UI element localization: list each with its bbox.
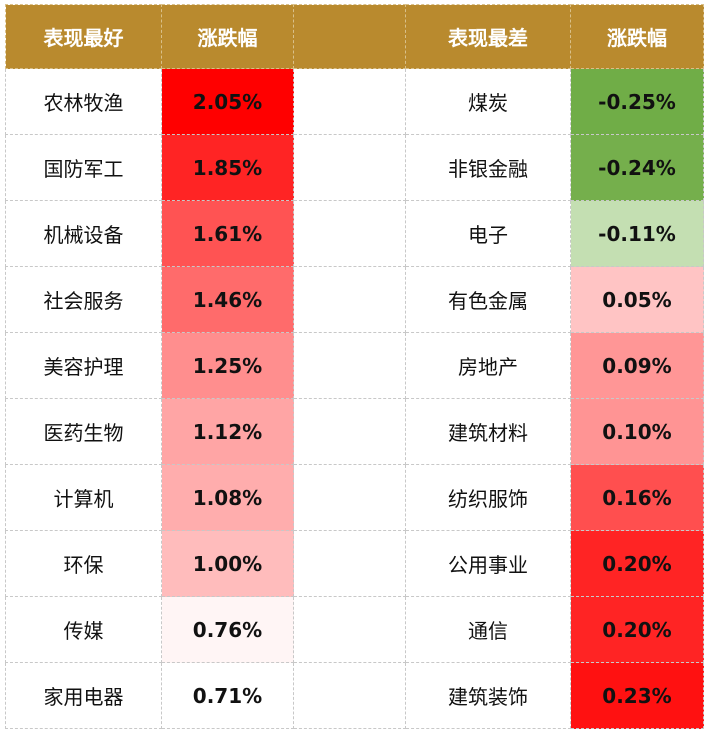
best-sector-change: 1.08% [161,464,294,531]
worst-sector-change: 0.09% [570,332,704,399]
worst-sector-name: 纺织服饰 [405,464,571,531]
worst-sector-name: 非银金融 [405,134,571,201]
best-sector-name: 计算机 [5,464,162,531]
header-best-change: 涨跌幅 [161,4,294,69]
table-row: 传媒 0.76% 通信 0.20% [5,596,704,663]
best-sector-name: 传媒 [5,596,162,663]
best-sector-change: 2.05% [161,68,294,135]
spacer-cell [293,596,406,663]
best-sector-name: 社会服务 [5,266,162,333]
table-row: 美容护理 1.25% 房地产 0.09% [5,332,704,399]
table-row: 家用电器 0.71% 建筑装饰 0.23% [5,662,704,729]
spacer-cell [293,332,406,399]
best-sector-name: 美容护理 [5,332,162,399]
best-sector-name: 环保 [5,530,162,597]
spacer-cell [293,530,406,597]
table-row: 机械设备 1.61% 电子 -0.11% [5,200,704,267]
worst-sector-change: 0.10% [570,398,704,465]
best-sector-change: 1.61% [161,200,294,267]
best-sector-change: 1.25% [161,332,294,399]
best-sector-change: 1.85% [161,134,294,201]
table-row: 农林牧渔 2.05% 煤炭 -0.25% [5,68,704,135]
best-sector-name: 医药生物 [5,398,162,465]
worst-sector-change: 0.20% [570,530,704,597]
table-row: 社会服务 1.46% 有色金属 0.05% [5,266,704,333]
header-spacer [293,4,406,69]
best-sector-name: 国防军工 [5,134,162,201]
best-sector-name: 家用电器 [5,662,162,729]
table-row: 计算机 1.08% 纺织服饰 0.16% [5,464,704,531]
header-row: 表现最好 涨跌幅 表现最差 涨跌幅 [5,4,704,69]
worst-sector-name: 房地产 [405,332,571,399]
spacer-cell [293,68,406,135]
best-sector-change: 1.46% [161,266,294,333]
worst-sector-change: 0.05% [570,266,704,333]
best-sector-change: 0.71% [161,662,294,729]
worst-sector-change: -0.24% [570,134,704,201]
worst-sector-name: 通信 [405,596,571,663]
sector-performance-table: 表现最好 涨跌幅 表现最差 涨跌幅 农林牧渔 2.05% 煤炭 -0.25% 国防军工 1… [5,4,704,729]
best-sector-change: 1.00% [161,530,294,597]
header-worst-sectors: 表现最差 [405,4,571,69]
worst-sector-change: 0.23% [570,662,704,729]
best-sector-name: 农林牧渔 [5,68,162,135]
worst-sector-name: 电子 [405,200,571,267]
worst-sector-name: 有色金属 [405,266,571,333]
worst-sector-name: 建筑材料 [405,398,571,465]
worst-sector-change: -0.11% [570,200,704,267]
table-row: 国防军工 1.85% 非银金融 -0.24% [5,134,704,201]
table-body: 农林牧渔 2.05% 煤炭 -0.25% 国防军工 1.85% 非银金融 -0.24% 机械设备… [5,68,704,729]
spacer-cell [293,464,406,531]
worst-sector-name: 建筑装饰 [405,662,571,729]
spacer-cell [293,134,406,201]
best-sector-change: 0.76% [161,596,294,663]
worst-sector-change: -0.25% [570,68,704,135]
sector-performance-table-wrapper: 表现最好 涨跌幅 表现最差 涨跌幅 农林牧渔 2.05% 煤炭 -0.25% 国防军工 1… [5,4,704,729]
spacer-cell [293,200,406,267]
table-row: 环保 1.00% 公用事业 0.20% [5,530,704,597]
header-best-sectors: 表现最好 [5,4,162,69]
spacer-cell [293,662,406,729]
best-sector-change: 1.12% [161,398,294,465]
header-worst-change: 涨跌幅 [570,4,704,69]
worst-sector-name: 煤炭 [405,68,571,135]
worst-sector-change: 0.20% [570,596,704,663]
worst-sector-name: 公用事业 [405,530,571,597]
table-row: 医药生物 1.12% 建筑材料 0.10% [5,398,704,465]
spacer-cell [293,398,406,465]
spacer-cell [293,266,406,333]
worst-sector-change: 0.16% [570,464,704,531]
best-sector-name: 机械设备 [5,200,162,267]
